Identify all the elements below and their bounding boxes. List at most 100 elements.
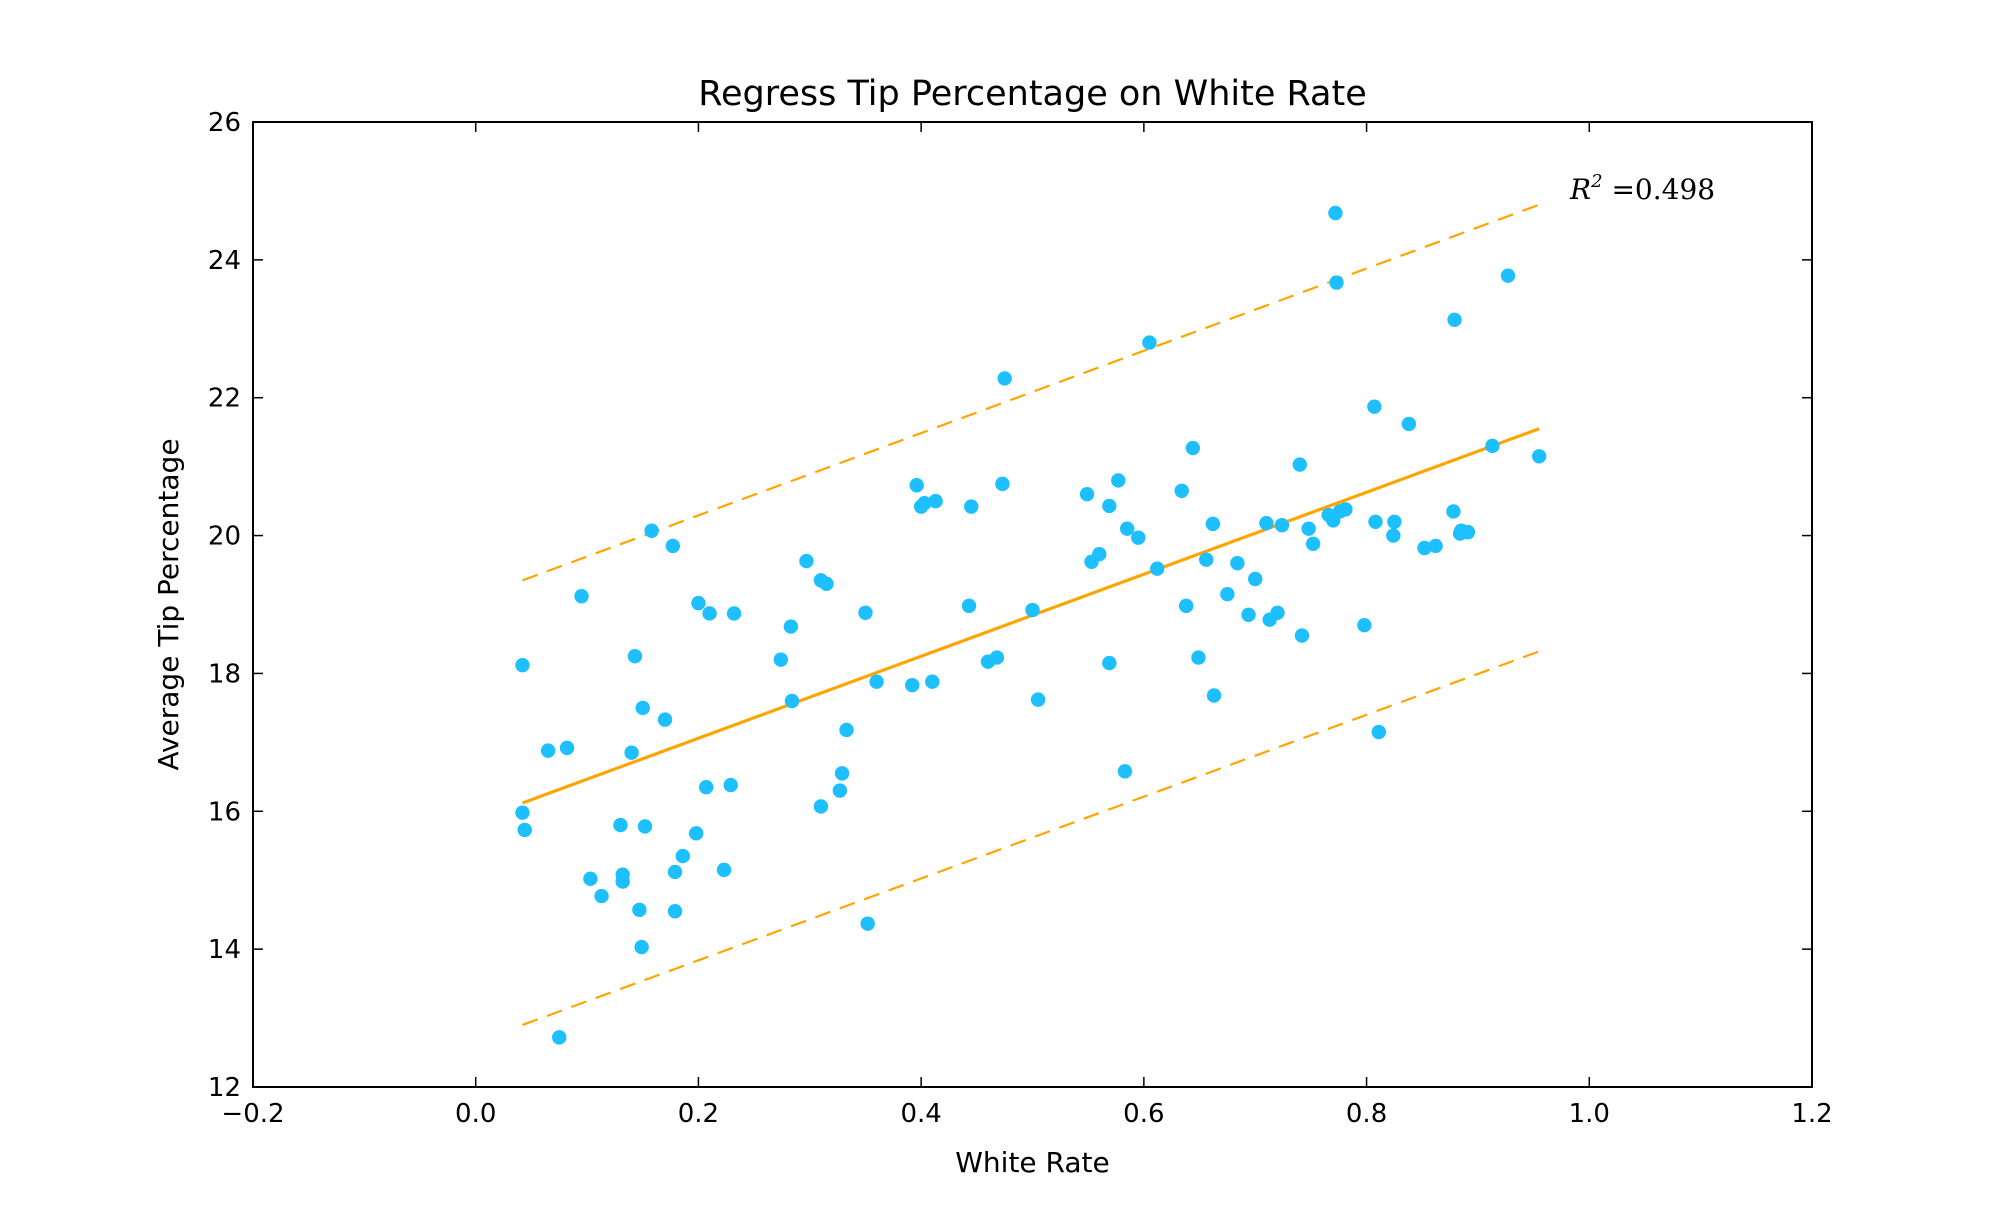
data-point xyxy=(634,939,649,955)
data-point xyxy=(1531,449,1547,464)
data-point xyxy=(1241,607,1256,623)
x-tick-label: 0.6 xyxy=(1123,1099,1164,1129)
data-point xyxy=(928,493,943,509)
r-squared-equals: = xyxy=(1603,173,1635,206)
y-tick-label: 24 xyxy=(208,246,241,276)
plot-frame xyxy=(252,121,1813,1088)
data-point xyxy=(860,916,875,931)
data-point xyxy=(594,888,609,904)
data-point xyxy=(834,766,850,781)
data-point xyxy=(1178,598,1194,614)
data-point xyxy=(574,589,589,604)
data-point xyxy=(1328,205,1343,221)
data-point xyxy=(667,864,683,880)
data-point xyxy=(1142,335,1157,350)
data-point xyxy=(726,606,742,621)
data-point xyxy=(1092,546,1107,562)
data-point xyxy=(515,805,530,820)
data-point xyxy=(799,553,814,569)
data-point xyxy=(1079,487,1095,502)
data-point xyxy=(925,674,940,689)
data-point xyxy=(1460,524,1476,540)
r-squared-value: 0.498 xyxy=(1635,173,1715,206)
y-tick-label: 16 xyxy=(208,797,241,827)
data-point xyxy=(583,871,598,887)
data-point xyxy=(1270,605,1285,620)
data-point xyxy=(702,606,717,621)
data-point xyxy=(869,674,884,689)
data-point xyxy=(1357,617,1372,633)
y-tick-label: 18 xyxy=(208,659,241,689)
y-tick-label: 14 xyxy=(208,935,241,965)
data-point xyxy=(559,740,575,756)
data-point xyxy=(1174,483,1189,498)
data-point xyxy=(613,817,628,833)
data-point xyxy=(917,495,932,511)
x-tick-label: 0.4 xyxy=(900,1099,941,1129)
y-axis-title: Average Tip Percentage xyxy=(152,438,185,770)
x-tick-label: 1.2 xyxy=(1791,1099,1832,1129)
data-point xyxy=(1447,312,1462,328)
r-squared-annotation: R2 =0.498 xyxy=(1569,171,1715,206)
data-point xyxy=(995,476,1010,492)
data-point xyxy=(964,499,979,514)
data-point xyxy=(691,595,706,611)
data-point xyxy=(1230,555,1245,571)
data-point xyxy=(723,777,738,793)
data-point xyxy=(632,902,647,918)
data-point xyxy=(657,712,673,727)
data-point xyxy=(1386,528,1401,543)
data-point xyxy=(1025,602,1040,618)
data-point xyxy=(1387,514,1402,529)
data-point xyxy=(1368,514,1383,529)
data-point xyxy=(1301,521,1316,536)
data-point xyxy=(839,722,854,738)
data-point xyxy=(1367,399,1382,414)
data-point xyxy=(1446,504,1461,519)
x-tick-label: 0.8 xyxy=(1346,1099,1387,1129)
plot-area xyxy=(515,203,1547,1045)
data-point xyxy=(1150,561,1165,576)
data-point xyxy=(1292,457,1307,472)
data-point xyxy=(665,538,681,554)
data-point xyxy=(997,371,1012,386)
data-point xyxy=(1205,516,1221,532)
data-point xyxy=(1294,628,1310,643)
data-point xyxy=(1199,552,1214,567)
data-point xyxy=(1185,440,1201,456)
data-point xyxy=(1206,688,1222,703)
data-point xyxy=(1428,538,1443,554)
data-point xyxy=(784,693,800,709)
data-point xyxy=(675,848,691,864)
data-point xyxy=(1220,586,1235,602)
data-point xyxy=(1338,502,1353,517)
data-point xyxy=(1030,692,1046,707)
x-tick-label: 1.0 xyxy=(1569,1099,1610,1129)
data-point xyxy=(615,874,630,889)
chart-title: Regress Tip Percentage on White Rate xyxy=(698,74,1367,114)
data-point xyxy=(989,650,1005,665)
x-tick-label: 0.0 xyxy=(455,1099,496,1129)
data-point xyxy=(905,677,920,693)
data-point xyxy=(1329,275,1344,290)
data-point xyxy=(1274,518,1290,533)
data-point xyxy=(1417,540,1432,556)
data-point xyxy=(1485,438,1500,454)
data-point xyxy=(1500,268,1516,283)
data-point xyxy=(1191,650,1206,665)
x-axis-title: White Rate xyxy=(955,1146,1110,1179)
data-point xyxy=(813,799,829,814)
data-point xyxy=(689,826,704,841)
data-point xyxy=(1102,655,1117,671)
x-tick-label: 0.2 xyxy=(678,1099,719,1129)
lower-prediction-band xyxy=(522,650,1540,1026)
y-tick-label: 22 xyxy=(208,384,241,414)
data-point xyxy=(1111,473,1126,488)
data-point xyxy=(624,745,639,760)
data-point xyxy=(716,862,732,878)
x-tick-label: −0.2 xyxy=(221,1099,284,1129)
data-point xyxy=(667,904,683,919)
data-point xyxy=(699,779,714,795)
